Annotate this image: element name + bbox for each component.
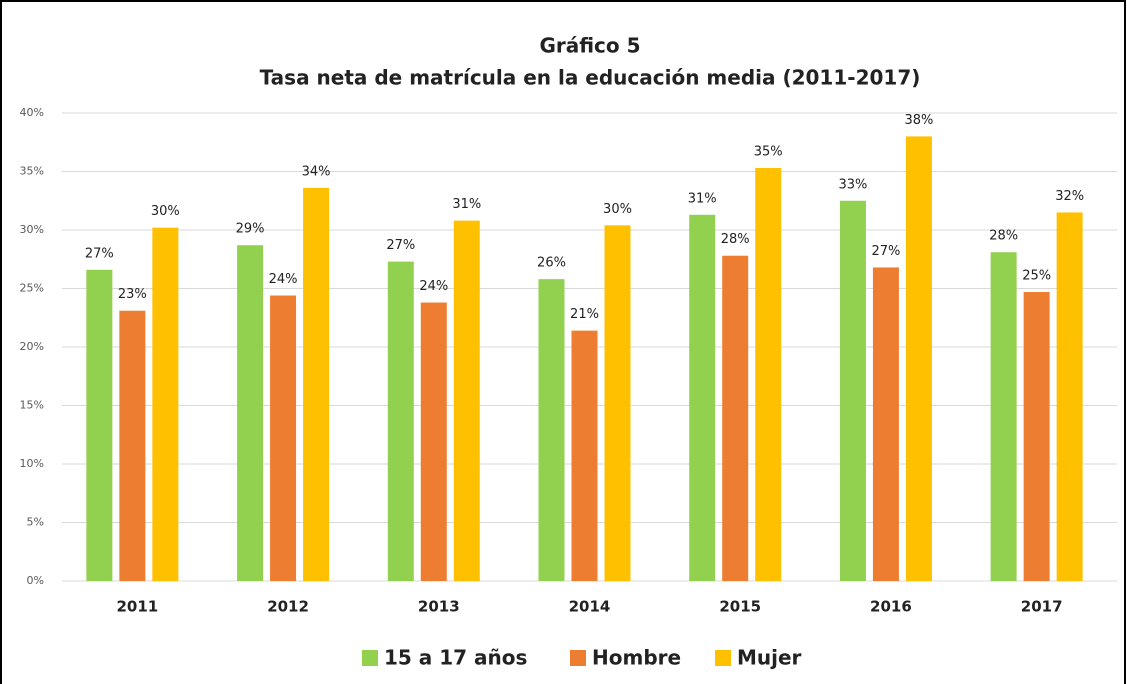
x-tick-label: 2017: [1021, 598, 1063, 616]
x-tick-label: 2011: [116, 598, 158, 616]
value-label: 32%: [1055, 189, 1084, 204]
bar: [270, 295, 297, 581]
y-tick-label: 35%: [20, 165, 44, 178]
value-label: 38%: [904, 113, 933, 128]
bar: [839, 200, 866, 581]
bar: [905, 136, 932, 581]
legend-label: 15 a 17 años: [384, 646, 527, 670]
legend-swatch: [570, 650, 586, 666]
y-tick-label: 10%: [20, 457, 44, 470]
bar: [872, 267, 899, 581]
x-tick-label: 2016: [870, 598, 912, 616]
legend-swatch: [362, 650, 378, 666]
y-tick-label: 15%: [20, 399, 44, 412]
value-label: 24%: [269, 272, 298, 287]
x-tick-label: 2014: [569, 598, 611, 616]
value-label: 25%: [1022, 269, 1051, 284]
legend-swatch: [715, 650, 731, 666]
value-label: 28%: [721, 232, 750, 247]
y-tick-label: 20%: [20, 340, 44, 353]
legend-label: Hombre: [592, 646, 681, 670]
value-label: 27%: [386, 238, 415, 253]
chart-subtitle: Tasa neta de matrícula en la educación m…: [260, 66, 921, 90]
bar: [119, 310, 146, 581]
bar: [722, 255, 749, 582]
chart-title: Gráfico 5: [539, 34, 640, 58]
bar: [152, 227, 179, 581]
bar: [689, 214, 716, 582]
x-tick-label: 2012: [267, 598, 309, 616]
value-label: 35%: [754, 144, 783, 159]
x-tick-label: 2013: [418, 598, 460, 616]
x-tick-label: 2015: [719, 598, 761, 616]
value-label: 27%: [85, 246, 114, 261]
value-label: 23%: [118, 287, 147, 302]
value-label: 21%: [570, 307, 599, 322]
y-tick-label: 30%: [20, 223, 44, 236]
bar: [303, 187, 330, 581]
value-label: 30%: [151, 204, 180, 219]
bar: [453, 220, 480, 581]
bar: [571, 330, 598, 581]
value-label: 31%: [452, 197, 481, 212]
bar: [387, 261, 414, 581]
bar: [86, 269, 113, 581]
value-label: 27%: [871, 244, 900, 259]
y-tick-label: 5%: [27, 516, 44, 529]
bar: [538, 279, 565, 581]
value-label: 33%: [838, 177, 867, 192]
legend-label: Mujer: [737, 646, 802, 670]
value-label: 29%: [236, 222, 265, 237]
bar: [1023, 292, 1050, 581]
y-tick-label: 25%: [20, 282, 44, 295]
value-label: 31%: [688, 191, 717, 206]
y-tick-label: 40%: [20, 106, 44, 119]
value-label: 28%: [989, 229, 1018, 244]
bar: [604, 225, 631, 581]
value-label: 26%: [537, 256, 566, 271]
bar: [420, 302, 447, 581]
value-label: 34%: [302, 164, 331, 179]
y-tick-label: 0%: [27, 574, 44, 587]
bar: [1056, 212, 1083, 581]
bar: [990, 252, 1017, 582]
bar: [237, 245, 264, 581]
value-label: 24%: [419, 279, 448, 294]
bar: [755, 167, 782, 582]
value-label: 30%: [603, 202, 632, 217]
